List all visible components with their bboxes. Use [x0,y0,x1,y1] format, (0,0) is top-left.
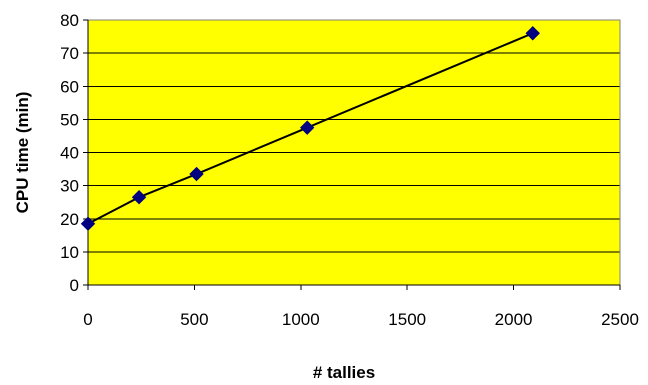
x-tick-label: 1500 [388,310,426,329]
y-tick-label: 80 [60,11,79,30]
y-tick-label: 50 [60,110,79,129]
y-tick-label: 0 [70,276,79,295]
x-tick-label: 0 [83,310,92,329]
y-tick-label: 60 [60,77,79,96]
x-tick-label: 2500 [601,310,639,329]
axes [83,19,621,290]
y-tick-label: 70 [60,44,79,63]
data-point-marker [131,190,147,205]
data-point-marker [80,216,96,231]
x-tick-label: 1000 [282,310,320,329]
y-tick-label: 30 [60,177,79,196]
y-axis-title: CPU time (min) [13,92,32,214]
y-tick-label: 40 [60,144,79,163]
y-tick-labels: 0 10 20 30 40 50 60 70 80 [60,11,79,295]
y-tick-label: 20 [60,210,79,229]
data-point-marker [299,120,315,135]
data-point-marker [189,166,204,182]
x-tick-label: 2000 [495,310,533,329]
x-tick-labels: 0 500 1000 1500 2000 2500 [83,310,639,329]
x-tick-label: 500 [180,310,208,329]
data-point-marker [525,26,540,41]
x-axis-title: # tallies [313,363,375,382]
y-tick-label: 10 [60,243,79,262]
series [80,26,540,231]
